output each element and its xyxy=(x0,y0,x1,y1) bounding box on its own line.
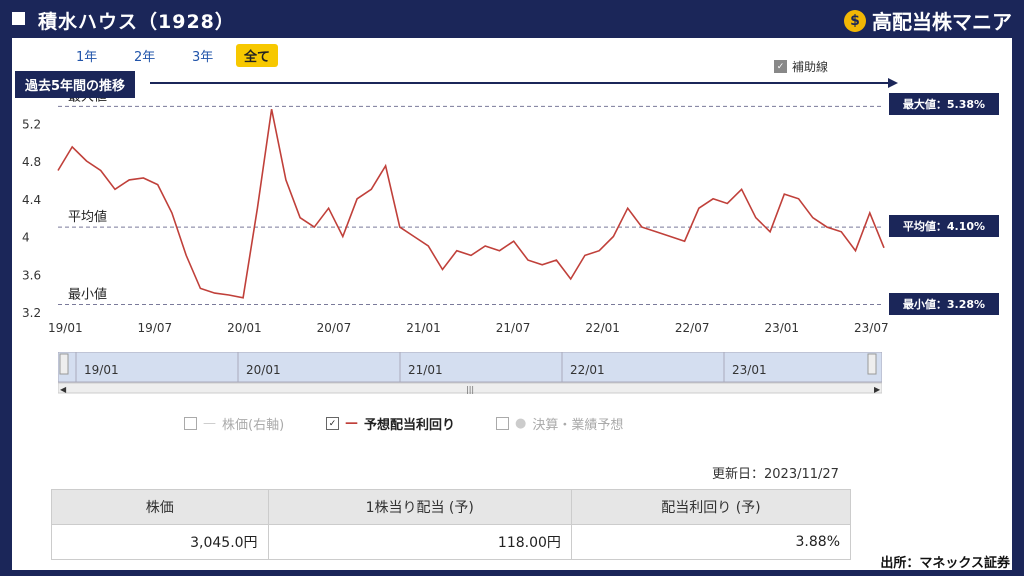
tab-2y[interactable]: 2年 xyxy=(134,50,156,65)
tab-3y[interactable]: 3年 xyxy=(192,50,214,65)
ref-label-avg: 平均値 xyxy=(68,209,107,225)
navigator-label: 19/01 xyxy=(84,363,119,377)
navigator-left-handle[interactable] xyxy=(59,353,69,375)
period-badge: 過去5年間の推移 xyxy=(15,71,136,98)
legend-line-icon: — xyxy=(203,416,216,431)
min-tag: 最小値：3.28% xyxy=(889,293,999,315)
ref-label-min: 最小値 xyxy=(68,286,107,302)
value-yield: 3.88% xyxy=(570,524,852,560)
tab-1y[interactable]: 1年 xyxy=(76,50,98,65)
aux-line-label: 補助線 xyxy=(792,60,829,74)
legend-stock-price[interactable]: — 株価(右軸) xyxy=(184,414,284,433)
x-tick-label: 20/07 xyxy=(317,321,352,335)
summary-table: 株価 1株当り配当 (予) 配当利回り (予) 3,045.0円 118.00円… xyxy=(51,489,852,560)
x-tick-label: 23/01 xyxy=(764,321,799,335)
legend-yield-label: 予想配当利回り xyxy=(364,418,456,433)
navigator-right-handle[interactable] xyxy=(867,353,877,375)
source-note: 出所：マネックス証券 xyxy=(880,556,1010,571)
updated-date: 更新日：2023/11/27 xyxy=(712,467,839,482)
title-bar: 積水ハウス（1928） $ 高配当株マニア xyxy=(0,0,1024,38)
max-tag: 最大値：5.38% xyxy=(889,93,999,115)
navigator-scrollbar[interactable] xyxy=(58,382,882,394)
x-tick-label: 20/01 xyxy=(227,321,262,335)
x-tick-label: 19/01 xyxy=(48,321,83,335)
y-tick-label: 4.4 xyxy=(22,193,41,207)
checkbox-icon xyxy=(496,417,509,430)
avg-tag: 平均値：4.10% xyxy=(889,215,999,237)
y-tick-label: 4.8 xyxy=(22,155,41,169)
checkbox-icon xyxy=(184,417,197,430)
plot-area xyxy=(58,87,884,312)
x-tick-label: 21/07 xyxy=(496,321,531,335)
x-tick-label: 22/01 xyxy=(585,321,620,335)
y-tick-label: 4 xyxy=(22,231,30,245)
navigator-label: 21/01 xyxy=(408,363,443,377)
legend-dividend-yield[interactable]: ✓ — 予想配当利回り xyxy=(326,414,455,433)
aux-line-toggle[interactable]: ✓ 補助線 xyxy=(774,58,828,75)
money-bag-icon: $ xyxy=(844,9,866,32)
svg-text:◀: ◀ xyxy=(60,385,67,394)
checkbox-checked-icon: ✓ xyxy=(774,60,787,73)
svg-text:▶: ▶ xyxy=(874,385,881,394)
title-square-icon xyxy=(12,12,25,25)
navigator-label: 22/01 xyxy=(570,363,605,377)
value-price: 3,045.0円 xyxy=(51,524,269,560)
header-yield: 配当利回り (予) xyxy=(570,489,852,525)
navigator-label: 20/01 xyxy=(246,363,281,377)
x-tick-label: 23/07 xyxy=(854,321,889,335)
page-title: 積水ハウス（1928） xyxy=(38,11,235,33)
legend-dot-icon: ● xyxy=(515,416,527,431)
x-tick-label: 21/01 xyxy=(406,321,441,335)
legend-line-icon: — xyxy=(345,416,358,431)
svg-text:|||: ||| xyxy=(466,385,474,394)
legend-earnings[interactable]: ● 決算・業績予想 xyxy=(496,414,623,433)
x-tick-label: 22/07 xyxy=(675,321,710,335)
y-tick-label: 3.6 xyxy=(22,268,41,282)
x-tick-label: 19/07 xyxy=(138,321,173,335)
yield-series-line xyxy=(57,109,885,299)
legend-earnings-label: 決算・業績予想 xyxy=(532,418,624,433)
range-navigator[interactable]: 19/01 20/01 21/01 22/01 23/01 ||| ◀ ▶ xyxy=(58,352,882,396)
brand: $ 高配当株マニア xyxy=(844,6,1012,35)
legend-stock-label: 株価(右軸) xyxy=(222,418,285,433)
arrow-head-icon xyxy=(888,78,898,88)
checkbox-checked-icon: ✓ xyxy=(326,417,339,430)
y-tick-label: 3.2 xyxy=(22,306,41,320)
brand-name: 高配当株マニア xyxy=(872,10,1012,34)
tab-all[interactable]: 全て xyxy=(236,44,279,67)
navigator-label: 23/01 xyxy=(732,363,767,377)
y-tick-label: 5.2 xyxy=(22,117,41,131)
value-dividend: 118.00円 xyxy=(267,524,572,560)
header-dividend: 1株当り配当 (予) xyxy=(267,489,572,525)
header-price: 株価 xyxy=(51,489,269,525)
